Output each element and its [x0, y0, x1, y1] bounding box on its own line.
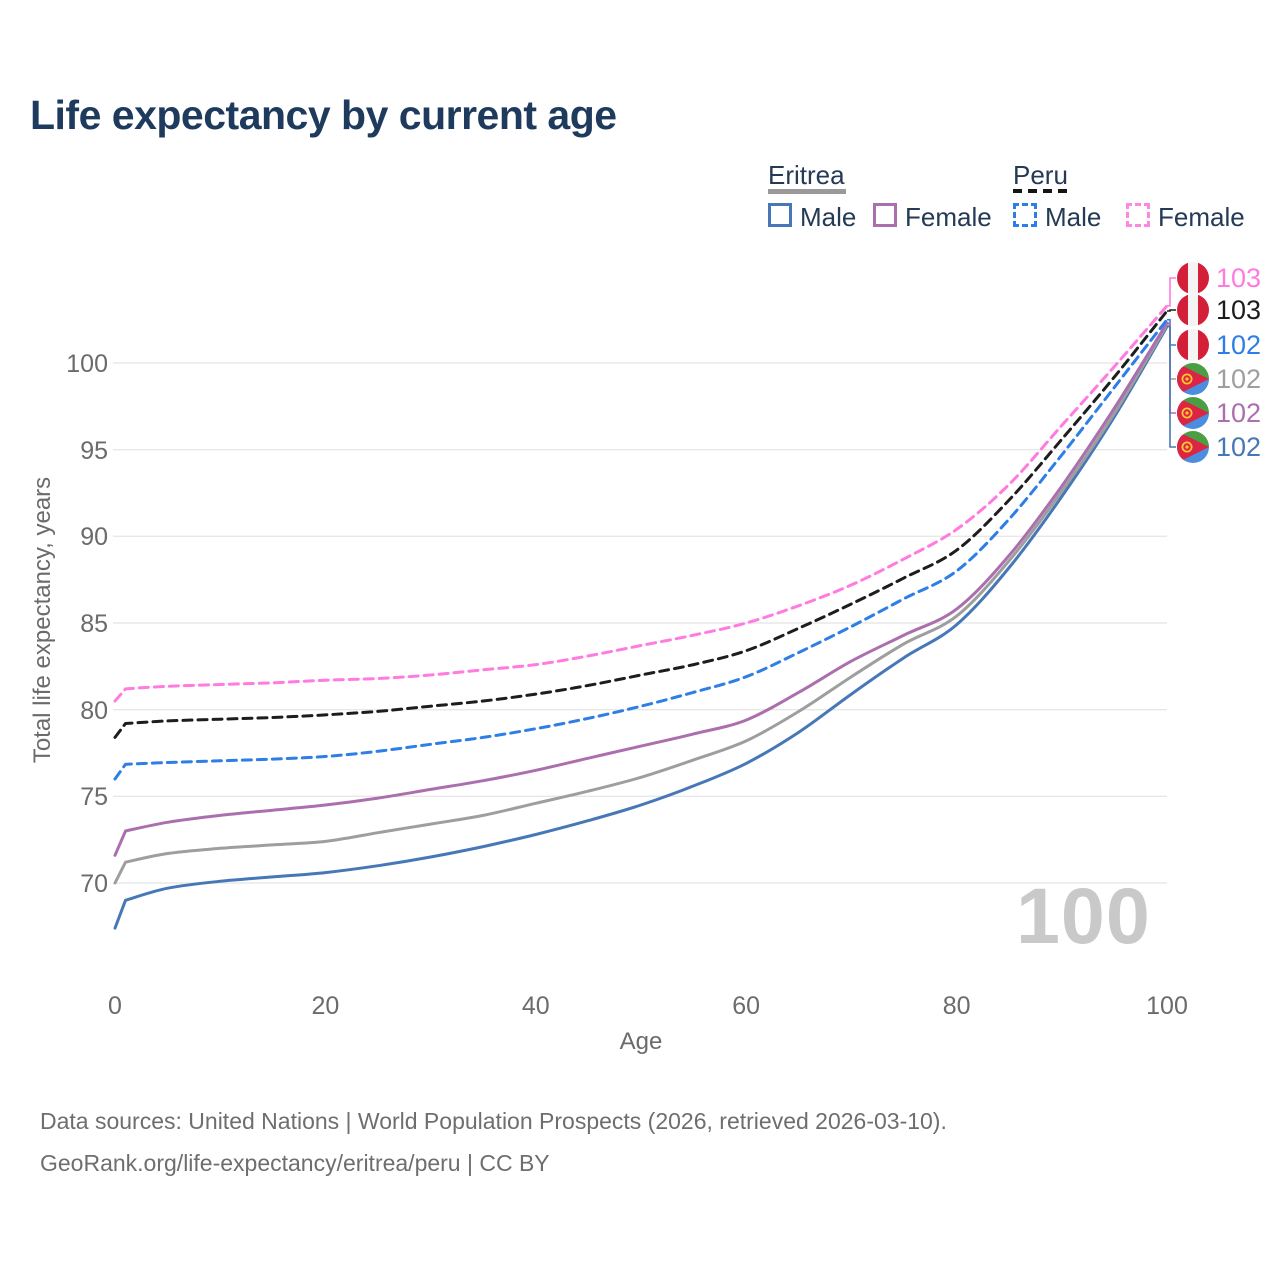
eritrea-flag-icon [1177, 363, 1209, 395]
series-line-peru-both-sexes [113, 309, 1169, 739]
watermark-age-100: 100 [1016, 871, 1151, 960]
legend-group-peru-label: Peru [1013, 160, 1068, 190]
series-line-eritrea-male [113, 325, 1169, 930]
end-value: 102 [1216, 397, 1262, 428]
eritrea-solid-line-swatch [768, 189, 846, 194]
y-tick-label-75: 75 [80, 783, 108, 812]
leader-line-eritrea-female [1167, 322, 1176, 414]
leader-line-eritrea-male [1167, 325, 1176, 448]
legend-item-peru-female[interactable]: Female [1158, 202, 1245, 232]
footer-attribution: GeoRank.org/life-expectancy/eritrea/peru… [40, 1150, 550, 1176]
leader-line-peru-female [1167, 277, 1176, 307]
eritrea-flag-icon [1177, 397, 1209, 429]
leader-line-peru-both-sexes [1167, 309, 1176, 312]
peru-flag-icon [1177, 329, 1209, 361]
leader-line-eritrea-both-sexes [1167, 324, 1176, 380]
peru-flag-icon [1177, 262, 1209, 294]
x-tick-label-20: 20 [311, 992, 340, 1020]
end-value: 102 [1216, 363, 1262, 394]
x-tick-label-40: 40 [521, 992, 550, 1020]
x-tick-label-100: 100 [1146, 992, 1188, 1020]
eritrea-female-swatch-icon[interactable] [873, 203, 897, 227]
footer-data-sources: Data sources: United Nations | World Pop… [40, 1108, 947, 1134]
legend-item-eritrea-male[interactable]: Male [800, 202, 857, 232]
series-line-eritrea-both-sexes [113, 323, 1169, 885]
end-value: 103 [1216, 262, 1262, 293]
page-title: Life expectancy by current age [30, 92, 617, 138]
end-value: 103 [1216, 294, 1262, 325]
series-end-label-peru-female: 103 [1177, 261, 1261, 295]
x-tick-label-60: 60 [732, 992, 761, 1020]
series-end-label-peru-male: 102 [1177, 328, 1261, 362]
end-value: 102 [1216, 329, 1262, 360]
y-tick-label-95: 95 [80, 436, 108, 465]
peru-dashed-line-swatch [1013, 189, 1069, 193]
x-tick-label-80: 80 [942, 992, 971, 1020]
legend-group-eritrea-label: Eritrea [768, 160, 845, 190]
eritrea-flag-icon [1177, 431, 1209, 463]
y-tick-label-100: 100 [66, 350, 108, 378]
legend-item-peru-male[interactable]: Male [1045, 202, 1102, 232]
series-line-peru-female [113, 304, 1169, 703]
peru-male-swatch-icon[interactable] [1013, 203, 1037, 227]
y-tick-label-85: 85 [80, 609, 108, 638]
eritrea-male-swatch-icon[interactable] [768, 203, 792, 227]
series-end-label-eritrea-male: 102 [1177, 430, 1261, 464]
end-value: 102 [1216, 431, 1262, 462]
series-end-label-eritrea-female: 102 [1177, 396, 1261, 430]
series-line-eritrea-female [113, 321, 1169, 857]
legend-item-eritrea-female[interactable]: Female [905, 202, 992, 232]
y-tick-label-70: 70 [80, 869, 108, 898]
series-end-label-peru-both-sexes: 103 [1177, 293, 1261, 327]
peru-female-swatch-icon[interactable] [1126, 203, 1150, 227]
y-tick-label-90: 90 [80, 523, 108, 552]
x-axis-title: Age [619, 1028, 663, 1055]
x-tick-label-0: 0 [108, 992, 122, 1020]
series-end-label-eritrea-both-sexes: 102 [1177, 362, 1261, 396]
series-line-peru-male [113, 318, 1169, 781]
peru-flag-icon [1177, 294, 1209, 326]
y-tick-label-80: 80 [80, 696, 108, 725]
